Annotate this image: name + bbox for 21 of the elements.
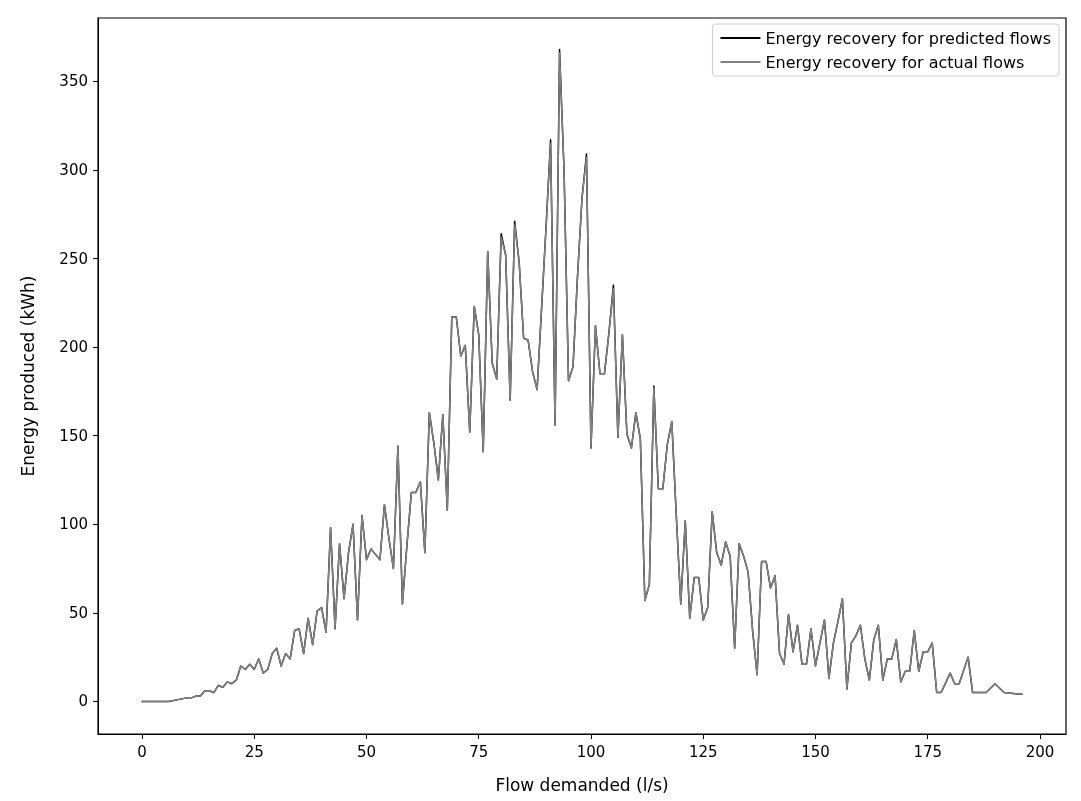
x-tick-label: 50	[356, 742, 377, 761]
y-tick-label: 300	[59, 160, 88, 179]
x-tick-label: 175	[913, 742, 943, 761]
y-tick-label: 200	[59, 338, 88, 357]
y-axis-title: Energy produced (kWh)	[17, 275, 38, 477]
y-tick-label: 0	[78, 692, 88, 711]
y-tick-label: 250	[59, 249, 88, 268]
y-tick-label: 50	[68, 603, 88, 622]
x-tick-label: 100	[576, 742, 606, 761]
legend-label: Energy recovery for predicted flows	[765, 28, 1051, 48]
x-tick-label: 25	[244, 742, 264, 761]
x-tick-label: 0	[137, 742, 147, 761]
x-tick-label: 200	[1025, 742, 1055, 761]
legend-label: Energy recovery for actual flows	[765, 52, 1025, 72]
x-axis-title: Flow demanded (l/s)	[495, 774, 669, 795]
y-tick-label: 100	[59, 515, 88, 534]
y-tick-label: 350	[59, 72, 88, 91]
x-tick-label: 75	[469, 742, 489, 761]
x-tick-label: 150	[801, 742, 830, 761]
x-tick-label: 125	[688, 742, 718, 761]
y-tick-label: 150	[59, 426, 88, 445]
